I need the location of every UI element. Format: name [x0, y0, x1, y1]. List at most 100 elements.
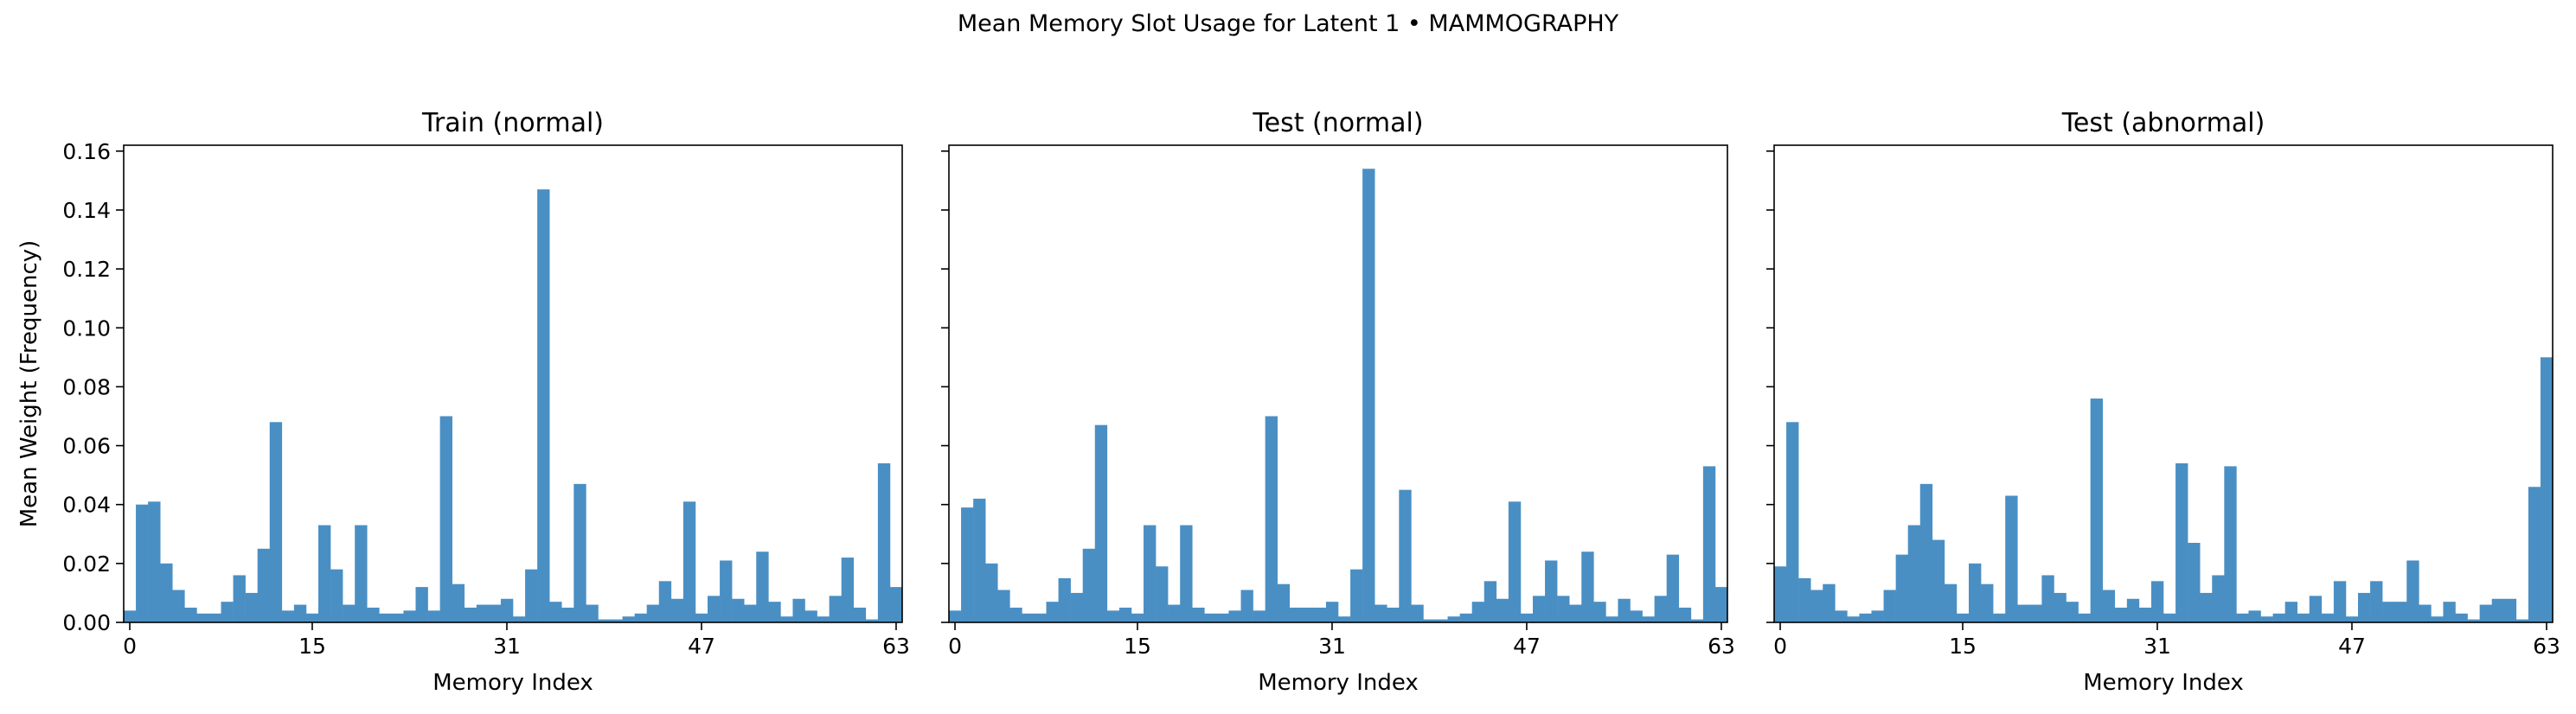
bar: [2078, 613, 2091, 622]
bar: [2503, 598, 2517, 622]
bar: [1082, 548, 1096, 622]
bar: [817, 616, 830, 622]
bar: [233, 575, 246, 622]
bar: [2188, 543, 2201, 622]
axes-frame: [948, 144, 1728, 623]
bar: [634, 613, 647, 622]
bar: [695, 613, 708, 622]
y-tick-label: 0.16: [62, 139, 111, 164]
bar: [1168, 604, 1181, 622]
figure-title: Mean Memory Slot Usage for Latent 1 • MA…: [957, 10, 1619, 37]
x-tick-label: 31: [1318, 634, 1346, 659]
bar: [2406, 560, 2419, 622]
x-tick-label: 63: [2533, 634, 2560, 659]
bar: [452, 583, 465, 622]
bar: [1895, 554, 1908, 622]
bar: [1094, 424, 1108, 622]
bar: [1009, 607, 1022, 622]
bar: [732, 598, 745, 622]
bar: [973, 498, 986, 622]
chart-panel-test-abnormal: Test (abnormal) 0 15 31 47 63 Memory Index: [1766, 108, 2560, 696]
bar: [1399, 489, 1412, 622]
bar: [2150, 581, 2164, 622]
chart-panel-test-normal: Test (normal) 0 15 31 47 63 Memory Index: [941, 108, 1735, 696]
bar: [1944, 583, 1958, 622]
y-axis-label: Mean Weight (Frequency): [16, 240, 42, 528]
x-tick-label: 47: [2338, 634, 2366, 659]
bar: [1810, 590, 1823, 622]
bar: [1301, 607, 1315, 622]
bar: [403, 610, 416, 622]
bar: [1240, 590, 1253, 622]
bar: [2272, 613, 2285, 622]
bar: [2017, 604, 2030, 622]
bar: [318, 525, 331, 622]
bar: [2333, 581, 2347, 622]
bar: [2321, 613, 2335, 622]
bar: [549, 602, 562, 622]
axes-frame: [1773, 144, 2554, 623]
bar: [1289, 607, 1303, 622]
bar: [160, 563, 173, 622]
bar: [136, 504, 149, 622]
x-tick-label: 47: [1513, 634, 1541, 659]
bar: [610, 619, 623, 622]
bar: [305, 613, 319, 622]
panel-title: Test (abnormal): [2061, 108, 2265, 138]
y-tick-label: 0.12: [62, 257, 111, 282]
bar: [756, 551, 769, 622]
bar: [2260, 616, 2273, 622]
bar: [476, 604, 490, 622]
bar: [2528, 487, 2541, 622]
bar: [2248, 610, 2261, 622]
bar: [367, 607, 380, 622]
bar: [1192, 607, 1205, 622]
bar: [2212, 575, 2225, 622]
bar: [537, 189, 550, 623]
bar: [1907, 525, 1921, 622]
bar: [1046, 602, 1059, 622]
bar: [1823, 583, 1836, 622]
bar: [391, 613, 404, 622]
bar: [2114, 607, 2128, 622]
bar: [513, 616, 526, 622]
bar: [1569, 604, 1582, 622]
bar: [1106, 610, 1120, 622]
bar: [1496, 598, 1509, 622]
chart-panel-train-normal: Train (normal) 0 15 31 47 63 Memory Index 0.00 0…: [16, 108, 910, 696]
bar: [1216, 613, 1229, 622]
bar: [598, 619, 611, 622]
bar: [2054, 592, 2067, 622]
bar: [985, 563, 998, 622]
bar: [2102, 590, 2116, 622]
bar: [1265, 416, 1278, 622]
bar: [961, 507, 974, 622]
bar: [1375, 604, 1387, 622]
y-tick-label: 0.04: [62, 493, 111, 518]
bar: [1786, 422, 1799, 622]
bar: [1118, 607, 1132, 622]
panel-title: Test (normal): [1252, 108, 1423, 138]
panel-title: Train (normal): [421, 108, 604, 138]
bar: [889, 587, 903, 622]
bar: [2138, 607, 2152, 622]
bar: [2224, 466, 2237, 622]
bar: [488, 604, 502, 622]
bar: [2090, 398, 2103, 622]
bar: [561, 607, 574, 622]
bar: [269, 422, 283, 622]
bar: [2540, 357, 2554, 622]
bar: [1253, 610, 1266, 622]
bar: [1471, 602, 1485, 622]
x-tick-label: 0: [123, 634, 137, 659]
bar: [2370, 581, 2383, 622]
bar: [1557, 596, 1570, 622]
x-tick-label: 31: [493, 634, 521, 659]
x-tick-label: 63: [882, 634, 910, 659]
y-tick-label: 0.14: [62, 198, 111, 223]
bar: [1350, 569, 1363, 622]
bar: [1859, 613, 1872, 622]
bar: [525, 569, 538, 622]
bar: [829, 596, 842, 622]
bar: [1131, 613, 1144, 622]
